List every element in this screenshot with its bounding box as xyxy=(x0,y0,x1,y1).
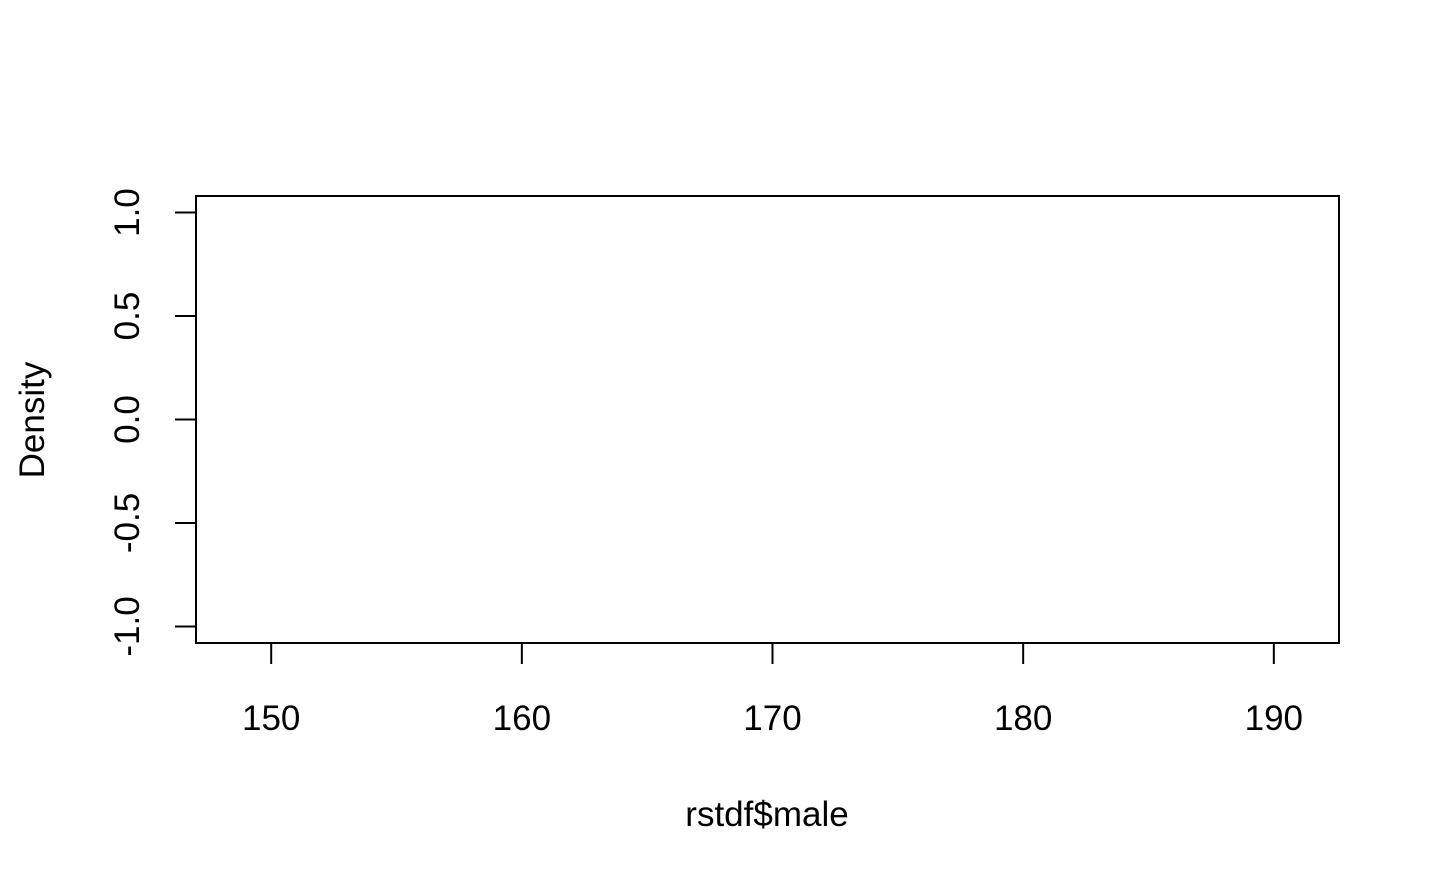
y-tick-label: -0.5 xyxy=(108,493,147,553)
y-tick-label: 0.5 xyxy=(108,292,147,341)
x-axis: 150 160 170 180 190 xyxy=(242,642,1303,738)
y-axis: -1.0 -0.5 0.0 0.5 1.0 xyxy=(108,188,197,657)
x-tick-label: 180 xyxy=(994,699,1052,738)
y-tick-label: 1.0 xyxy=(108,188,147,237)
x-tick-label: 160 xyxy=(493,699,551,738)
x-tick-label: 170 xyxy=(743,699,801,738)
x-tick-label: 190 xyxy=(1245,699,1303,738)
y-axis-label: Density xyxy=(13,361,52,478)
plot-frame xyxy=(195,195,1340,644)
x-tick-label: 150 xyxy=(242,699,300,738)
y-tick-label: 0.0 xyxy=(108,395,147,444)
y-tick-label: -1.0 xyxy=(108,596,147,656)
x-axis-label: rstdf$male xyxy=(685,795,848,834)
